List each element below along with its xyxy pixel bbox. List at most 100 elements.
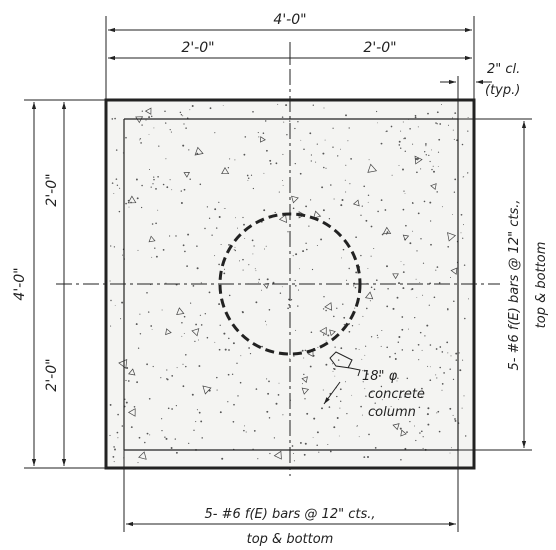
concrete-speckle — [268, 309, 271, 311]
concrete-speckle — [455, 359, 458, 361]
concrete-speckle — [397, 377, 399, 379]
concrete-speckle — [366, 373, 369, 375]
concrete-speckle — [373, 288, 376, 291]
concrete-speckle — [258, 278, 260, 281]
concrete-speckle — [323, 166, 325, 169]
concrete-speckle — [409, 420, 411, 423]
concrete-speckle — [361, 205, 363, 207]
concrete-speckle — [204, 313, 206, 315]
concrete-speckle — [195, 421, 197, 423]
concrete-speckle — [121, 301, 124, 304]
right-half-width-label: 2'-0" — [363, 40, 396, 56]
concrete-speckle — [287, 307, 289, 310]
concrete-speckle — [396, 380, 398, 382]
concrete-speckle — [186, 265, 188, 267]
concrete-speckle — [199, 183, 202, 186]
aggregate-triangle — [278, 214, 288, 223]
concrete-speckle — [387, 287, 389, 290]
concrete-speckle — [155, 255, 158, 258]
column-note-line1: 18" φ — [362, 369, 398, 384]
concrete-speckle — [436, 111, 439, 114]
column-leader-line — [329, 351, 361, 377]
concrete-speckle — [464, 317, 466, 320]
concrete-speckle — [429, 201, 432, 204]
aggregate-triangle — [447, 232, 457, 242]
concrete-speckle — [165, 122, 167, 124]
concrete-speckle — [396, 296, 399, 299]
concrete-speckle — [153, 176, 155, 178]
concrete-speckle — [267, 392, 270, 395]
aggregate-triangle — [202, 385, 212, 395]
concrete-speckle — [113, 246, 116, 248]
concrete-speckle — [299, 268, 301, 270]
concrete-speckle — [358, 348, 360, 350]
concrete-speckle — [410, 289, 412, 291]
concrete-speckle — [243, 223, 245, 226]
concrete-speckle — [111, 118, 114, 120]
concrete-speckle — [392, 307, 395, 310]
concrete-speckle — [233, 249, 235, 251]
concrete-speckle — [422, 262, 425, 264]
concrete-speckle — [310, 160, 312, 162]
concrete-speckle — [151, 223, 154, 225]
concrete-speckle — [441, 389, 443, 391]
concrete-speckle — [126, 367, 129, 369]
concrete-speckle — [114, 117, 116, 120]
concrete-speckle — [334, 375, 336, 377]
concrete-speckle — [243, 429, 245, 432]
concrete-speckle — [180, 190, 182, 192]
concrete-speckle — [152, 183, 154, 185]
concrete-speckle — [360, 254, 362, 257]
concrete-speckle — [231, 373, 234, 375]
concrete-speckle — [345, 191, 347, 193]
concrete-speckle — [303, 148, 305, 151]
concrete-speckle — [147, 311, 150, 313]
concrete-speckle — [266, 410, 269, 413]
concrete-speckle — [397, 341, 400, 344]
concrete-speckle — [367, 456, 369, 458]
concrete-speckle — [169, 129, 171, 131]
aggregate-triangle — [301, 376, 308, 383]
concrete-speckle — [139, 138, 142, 140]
concrete-speckle — [175, 451, 178, 454]
concrete-speckle — [165, 437, 168, 440]
concrete-speckle — [263, 209, 266, 212]
concrete-speckle — [282, 414, 284, 416]
concrete-speckle — [220, 243, 222, 246]
concrete-speckle — [237, 395, 239, 397]
concrete-speckle — [255, 270, 257, 272]
concrete-speckle — [161, 309, 163, 311]
concrete-speckle — [157, 176, 159, 178]
concrete-speckle — [109, 280, 111, 282]
overall-height-label: 4'-0" — [12, 267, 28, 300]
concrete-speckle — [462, 237, 464, 239]
concrete-speckle — [183, 333, 185, 335]
concrete-speckle — [375, 409, 377, 411]
aggregate-triangle — [450, 267, 458, 275]
concrete-speckle — [218, 348, 221, 351]
concrete-speckle — [127, 199, 130, 202]
concrete-speckle — [214, 341, 216, 343]
concrete-speckle — [303, 453, 306, 456]
concrete-speckle — [369, 300, 371, 302]
concrete-speckle — [249, 353, 252, 355]
concrete-speckle — [223, 207, 225, 209]
concrete-speckle — [294, 127, 296, 130]
concrete-speckle — [179, 111, 182, 114]
concrete-speckle — [418, 406, 421, 409]
concrete-speckle — [441, 351, 444, 353]
concrete-speckle — [275, 162, 278, 165]
concrete-speckle — [336, 395, 338, 398]
concrete-speckle — [435, 374, 437, 376]
concrete-speckle — [208, 291, 211, 294]
concrete-speckle — [150, 115, 153, 118]
concrete-speckle — [116, 431, 119, 434]
concrete-speckle — [289, 120, 291, 122]
concrete-speckle — [155, 188, 157, 190]
concrete-speckle — [109, 403, 112, 406]
concrete-speckle — [376, 110, 378, 113]
concrete-speckle — [453, 300, 455, 302]
concrete-speckle — [365, 345, 367, 347]
concrete-speckle — [398, 336, 401, 338]
concrete-speckle — [127, 380, 130, 382]
